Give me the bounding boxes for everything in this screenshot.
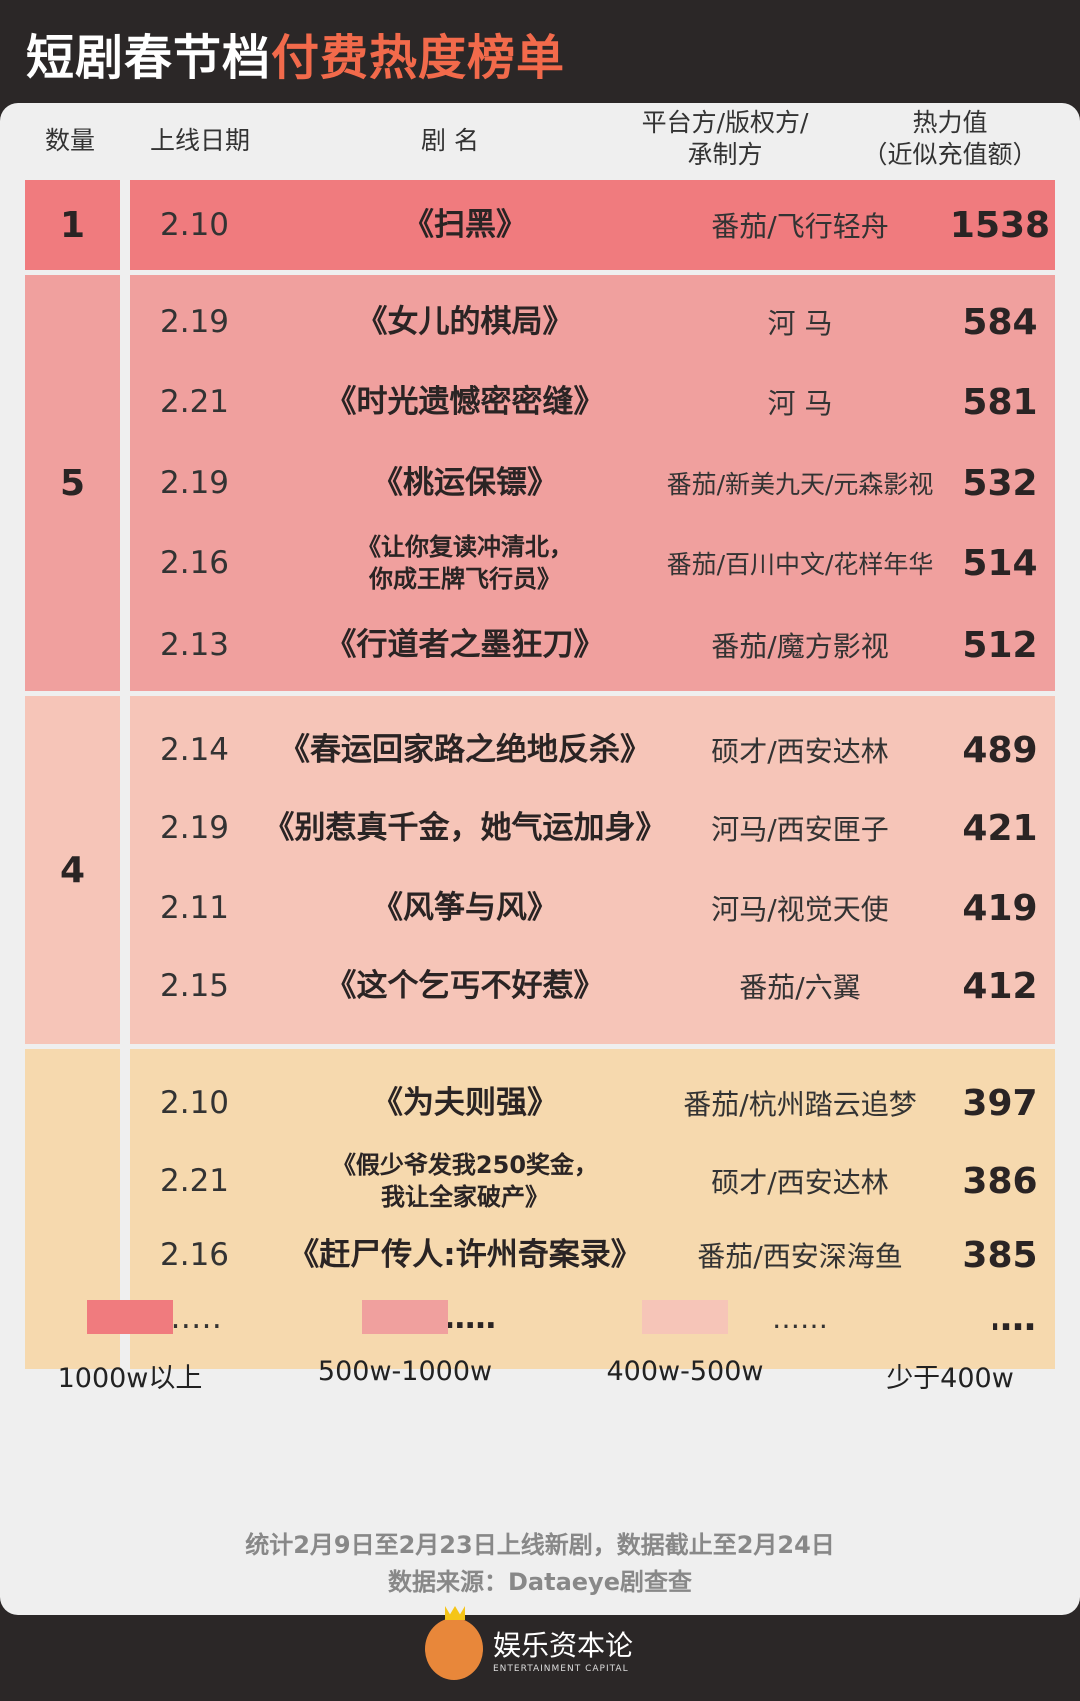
drama-name: 《让你复读冲清北， 你成王牌飞行员》 — [357, 533, 573, 593]
mascot-icon — [425, 1618, 483, 1680]
legend-item: 500w-1000w — [305, 1300, 505, 1387]
drama-name: 《春运回家路之绝地反杀》 — [279, 732, 651, 768]
release-date: 2.21 — [160, 384, 230, 420]
group-1: 5 2.19 《女儿的棋局》河 马 584 2.21 《时光遗憾密密缝》河 马 581 2.1… — [25, 275, 1055, 691]
table-row: 2.10 《扫黑》 番茄/飞行轻舟 1538 — [130, 186, 1055, 264]
heat-value: 532 — [962, 462, 1038, 504]
header-value: 热力值 （近似充值额） — [862, 108, 1038, 169]
release-date: 2.19 — [160, 465, 230, 501]
platform: 番茄/飞行轻舟 — [711, 210, 889, 243]
group-count: 1 — [25, 180, 120, 270]
heat-value: 421 — [962, 807, 1038, 849]
platform: 硕才/西安达林 — [711, 735, 889, 768]
group-body: 2.19 《女儿的棋局》河 马 584 2.21 《时光遗憾密密缝》河 马 581 2.19… — [130, 275, 1055, 691]
table-row: 2.16 《赶尸传人:许州奇案录》 番茄/西安深海鱼 385 — [130, 1216, 1055, 1294]
table-row: 2.13 《行道者之墨狂刀》 番茄/魔方影视 512 — [130, 606, 1055, 684]
group-count: 4 — [25, 696, 120, 1044]
drama-name: 《为夫则强》 — [372, 1085, 558, 1121]
table-row: 2.21 《时光遗憾密密缝》 河 马 581 — [130, 363, 1055, 441]
drama-name: 《别惹真千金，她气运加身》 — [263, 810, 667, 846]
table-row: 2.21 《假少爷发我250奖金， 我让全家破产》 硕才/西安达林 386 — [130, 1142, 1055, 1220]
release-date: 2.19 — [160, 810, 230, 846]
period-note: 统计2月9日至2月23日上线新剧，数据截止至2月24日 — [245, 1531, 835, 1559]
platform: 河马/视觉天使 — [711, 893, 889, 926]
platform: 河 马 — [767, 387, 833, 420]
release-date: 2.16 — [160, 1237, 230, 1273]
header-count: 数量 — [44, 126, 95, 155]
heat-value: 385 — [962, 1234, 1038, 1276]
table-row: 2.11 《风筝与风》 河马/视觉天使 419 — [130, 869, 1055, 947]
header-date: 上线日期 — [149, 126, 250, 155]
platform: 番茄/杭州踏云追梦 — [683, 1088, 917, 1121]
legend-swatch — [907, 1300, 993, 1334]
heat-value: 514 — [962, 542, 1038, 584]
platform: 硕才/西安达林 — [711, 1166, 889, 1199]
heat-value: 489 — [962, 729, 1038, 771]
table-row: 2.10 《为夫则强》 番茄/杭州踏云追梦 397 — [130, 1064, 1055, 1142]
heat-value: 397 — [962, 1082, 1038, 1124]
release-date: 2.13 — [160, 627, 230, 663]
heat-value: 386 — [962, 1160, 1038, 1202]
table-row: 2.16 《让你复读冲清北， 你成王牌飞行员》 番茄/百川中文/花样年华 514 — [130, 524, 1055, 602]
group-3: 2.10 《为夫则强》 番茄/杭州踏云追梦 397 2.21 《假少爷发我250奖金， 我让… — [25, 1049, 1055, 1369]
legend-item: 1000w以上 — [30, 1300, 230, 1395]
release-date: 2.16 — [160, 545, 230, 581]
platform: 番茄/魔方影视 — [711, 630, 889, 663]
platform: …… — [772, 1301, 828, 1335]
drama-name: 《这个乞丐不好惹》 — [325, 968, 605, 1004]
legend-item: 400w-500w — [585, 1300, 785, 1387]
heat-value: 581 — [962, 381, 1038, 423]
page-title: 短剧春节档付费热度榜单 — [26, 30, 566, 86]
group-body: 2.10 《扫黑》 番茄/飞行轻舟 1538 — [130, 180, 1055, 270]
table-row: 2.19 《桃运保镖》 番茄/新美九天/元森影视 532 — [130, 444, 1055, 522]
heat-value: 419 — [962, 887, 1038, 929]
drama-name: 《行道者之墨狂刀》 — [325, 627, 605, 663]
release-date: 2.10 — [160, 1085, 230, 1121]
brand-logo: 娱乐资本论 ENTERTAINMENT CAPITAL — [425, 1618, 633, 1680]
release-date: 2.15 — [160, 968, 230, 1004]
group-count: 5 — [25, 275, 120, 691]
legend-swatch — [87, 1300, 173, 1334]
drama-name: 《时光遗憾密密缝》 — [325, 384, 605, 420]
legend-item: 少于400w — [850, 1300, 1050, 1395]
platform: 番茄/六翼 — [739, 971, 861, 1004]
release-date: 2.10 — [160, 207, 230, 243]
release-date: 2.21 — [160, 1163, 230, 1199]
header-platform: 平台方/版权方/承制方 — [641, 108, 809, 169]
source-note: 数据来源：Dataeye剧查查 — [388, 1568, 692, 1596]
drama-name: 《风筝与风》 — [372, 890, 558, 926]
header-name: 剧 名 — [421, 126, 479, 155]
drama-name: 《女儿的棋局》 — [356, 304, 574, 340]
table-row: 2.15 《这个乞丐不好惹》 番茄/六翼 412 — [130, 947, 1055, 1025]
group-0: 1 2.10 《扫黑》 番茄/飞行轻舟 1538 — [25, 180, 1055, 270]
legend-swatch — [362, 1300, 448, 1334]
table-row: 2.19 《别惹真千金，她气运加身》 河马/西安匣子 421 — [130, 789, 1055, 867]
release-date: 2.11 — [160, 890, 230, 926]
heat-value: 1538 — [949, 204, 1051, 246]
drama-name: 《桃运保镖》 — [372, 465, 558, 501]
platform: 番茄/百川中文/花样年华 — [666, 550, 934, 579]
group-2: 4 2.14 《春运回家路之绝地反杀》 硕才/西安达林 489 2.19 《别惹真千金，她气… — [25, 696, 1055, 1044]
platform: 河马/西安匣子 — [711, 813, 889, 846]
table-row: 2.19 《女儿的棋局》 河 马 584 — [130, 283, 1055, 361]
table-row: 2.14 《春运回家路之绝地反杀》 硕才/西安达林 489 — [130, 711, 1055, 789]
drama-name: 《赶尸传人:许州奇案录》 — [288, 1237, 642, 1273]
heat-value: 584 — [962, 301, 1038, 343]
release-date: 2.14 — [160, 732, 230, 768]
heat-value: 412 — [962, 965, 1038, 1007]
heat-value: 512 — [962, 624, 1038, 666]
drama-name: 《假少爷发我250奖金， 我让全家破产》 — [331, 1151, 599, 1211]
group-body: 2.14 《春运回家路之绝地反杀》 硕才/西安达林 489 2.19 《别惹真千金，她气运… — [130, 696, 1055, 1044]
platform: 番茄/新美九天/元森影视 — [666, 470, 934, 499]
drama-name: 《扫黑》 — [403, 207, 527, 243]
platform: 番茄/西安深海鱼 — [697, 1240, 903, 1273]
release-date: 2.19 — [160, 304, 230, 340]
group-body: 2.10 《为夫则强》 番茄/杭州踏云追梦 397 2.21 《假少爷发我250奖金， 我让… — [130, 1049, 1055, 1369]
platform: 河 马 — [767, 307, 833, 340]
legend-swatch — [642, 1300, 728, 1334]
